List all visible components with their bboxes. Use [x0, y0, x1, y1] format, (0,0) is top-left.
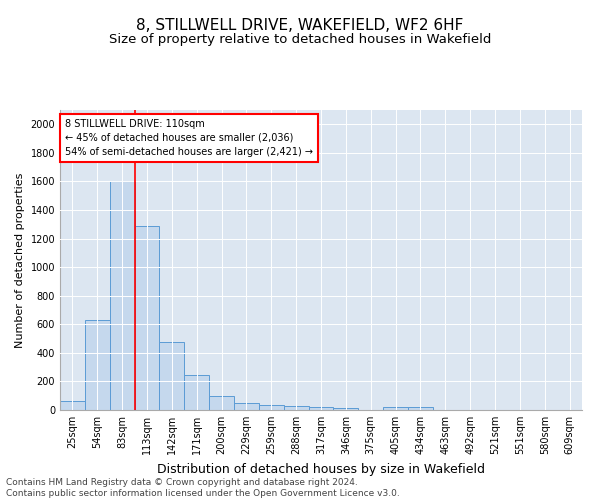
Text: 8 STILLWELL DRIVE: 110sqm
← 45% of detached houses are smaller (2,036)
54% of se: 8 STILLWELL DRIVE: 110sqm ← 45% of detac… — [65, 119, 313, 157]
Bar — [160, 342, 184, 410]
Bar — [334, 408, 358, 410]
Bar — [134, 226, 160, 410]
Bar — [383, 408, 408, 410]
Text: Contains HM Land Registry data © Crown copyright and database right 2024.
Contai: Contains HM Land Registry data © Crown c… — [6, 478, 400, 498]
Bar — [284, 406, 308, 410]
Bar — [259, 405, 284, 410]
Text: 8, STILLWELL DRIVE, WAKEFIELD, WF2 6HF: 8, STILLWELL DRIVE, WAKEFIELD, WF2 6HF — [136, 18, 464, 32]
Y-axis label: Number of detached properties: Number of detached properties — [15, 172, 25, 348]
Bar — [110, 182, 134, 410]
Text: Size of property relative to detached houses in Wakefield: Size of property relative to detached ho… — [109, 32, 491, 46]
Bar — [408, 408, 433, 410]
Bar — [209, 396, 234, 410]
Bar — [60, 402, 85, 410]
Bar — [308, 407, 334, 410]
Bar — [85, 320, 110, 410]
Bar — [184, 374, 209, 410]
Bar — [234, 403, 259, 410]
X-axis label: Distribution of detached houses by size in Wakefield: Distribution of detached houses by size … — [157, 462, 485, 475]
